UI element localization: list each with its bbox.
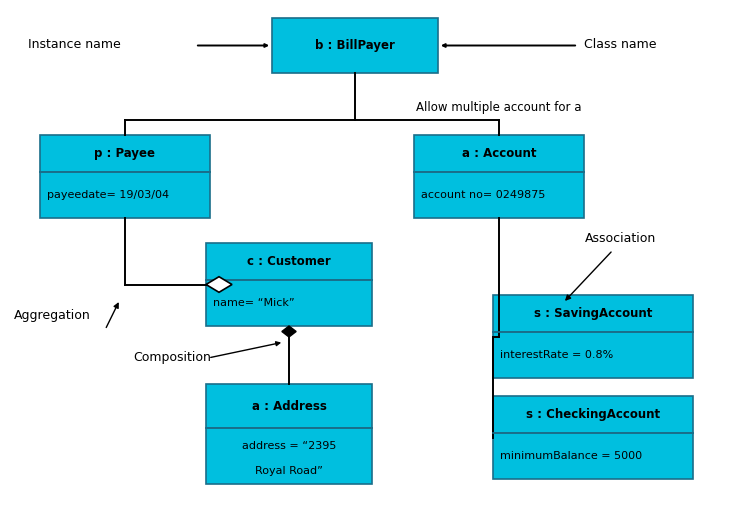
Text: c : Customer: c : Customer (247, 255, 331, 268)
Bar (493, 396, 693, 432)
Bar (206, 243, 372, 280)
Text: minimumBalance = 5000: minimumBalance = 5000 (500, 451, 643, 461)
Text: Instance name: Instance name (28, 37, 120, 50)
Text: s : SavingAccount: s : SavingAccount (534, 307, 652, 320)
Text: account no= 0249875: account no= 0249875 (421, 190, 546, 200)
Text: name= “Mick”: name= “Mick” (213, 298, 295, 308)
Polygon shape (206, 277, 232, 292)
Bar (206, 428, 372, 484)
Bar (206, 384, 372, 428)
Text: interestRate = 0.8%: interestRate = 0.8% (500, 350, 613, 360)
Text: Aggregation: Aggregation (14, 308, 91, 321)
Text: p : Payee: p : Payee (94, 147, 156, 160)
Bar (493, 332, 693, 378)
Text: a : Account: a : Account (462, 147, 536, 160)
Text: Association: Association (585, 231, 656, 244)
Text: payeedate= 19/03/04: payeedate= 19/03/04 (47, 190, 170, 200)
Bar (493, 295, 693, 332)
Text: s : CheckingAccount: s : CheckingAccount (526, 408, 660, 421)
Text: Composition: Composition (133, 351, 211, 364)
Bar (493, 432, 693, 479)
Text: Royal Road”: Royal Road” (255, 466, 323, 475)
Bar (414, 171, 584, 218)
Bar (40, 135, 210, 171)
Polygon shape (282, 326, 296, 337)
Bar (40, 171, 210, 218)
Text: Class name: Class name (584, 37, 657, 50)
Text: a : Address: a : Address (251, 400, 326, 413)
Text: b : BillPayer: b : BillPayer (315, 39, 395, 52)
Bar (206, 280, 372, 326)
Bar (414, 135, 584, 171)
Bar (272, 18, 438, 73)
Text: address = “2395: address = “2395 (242, 441, 336, 451)
Text: Allow multiple account for a: Allow multiple account for a (416, 102, 581, 115)
